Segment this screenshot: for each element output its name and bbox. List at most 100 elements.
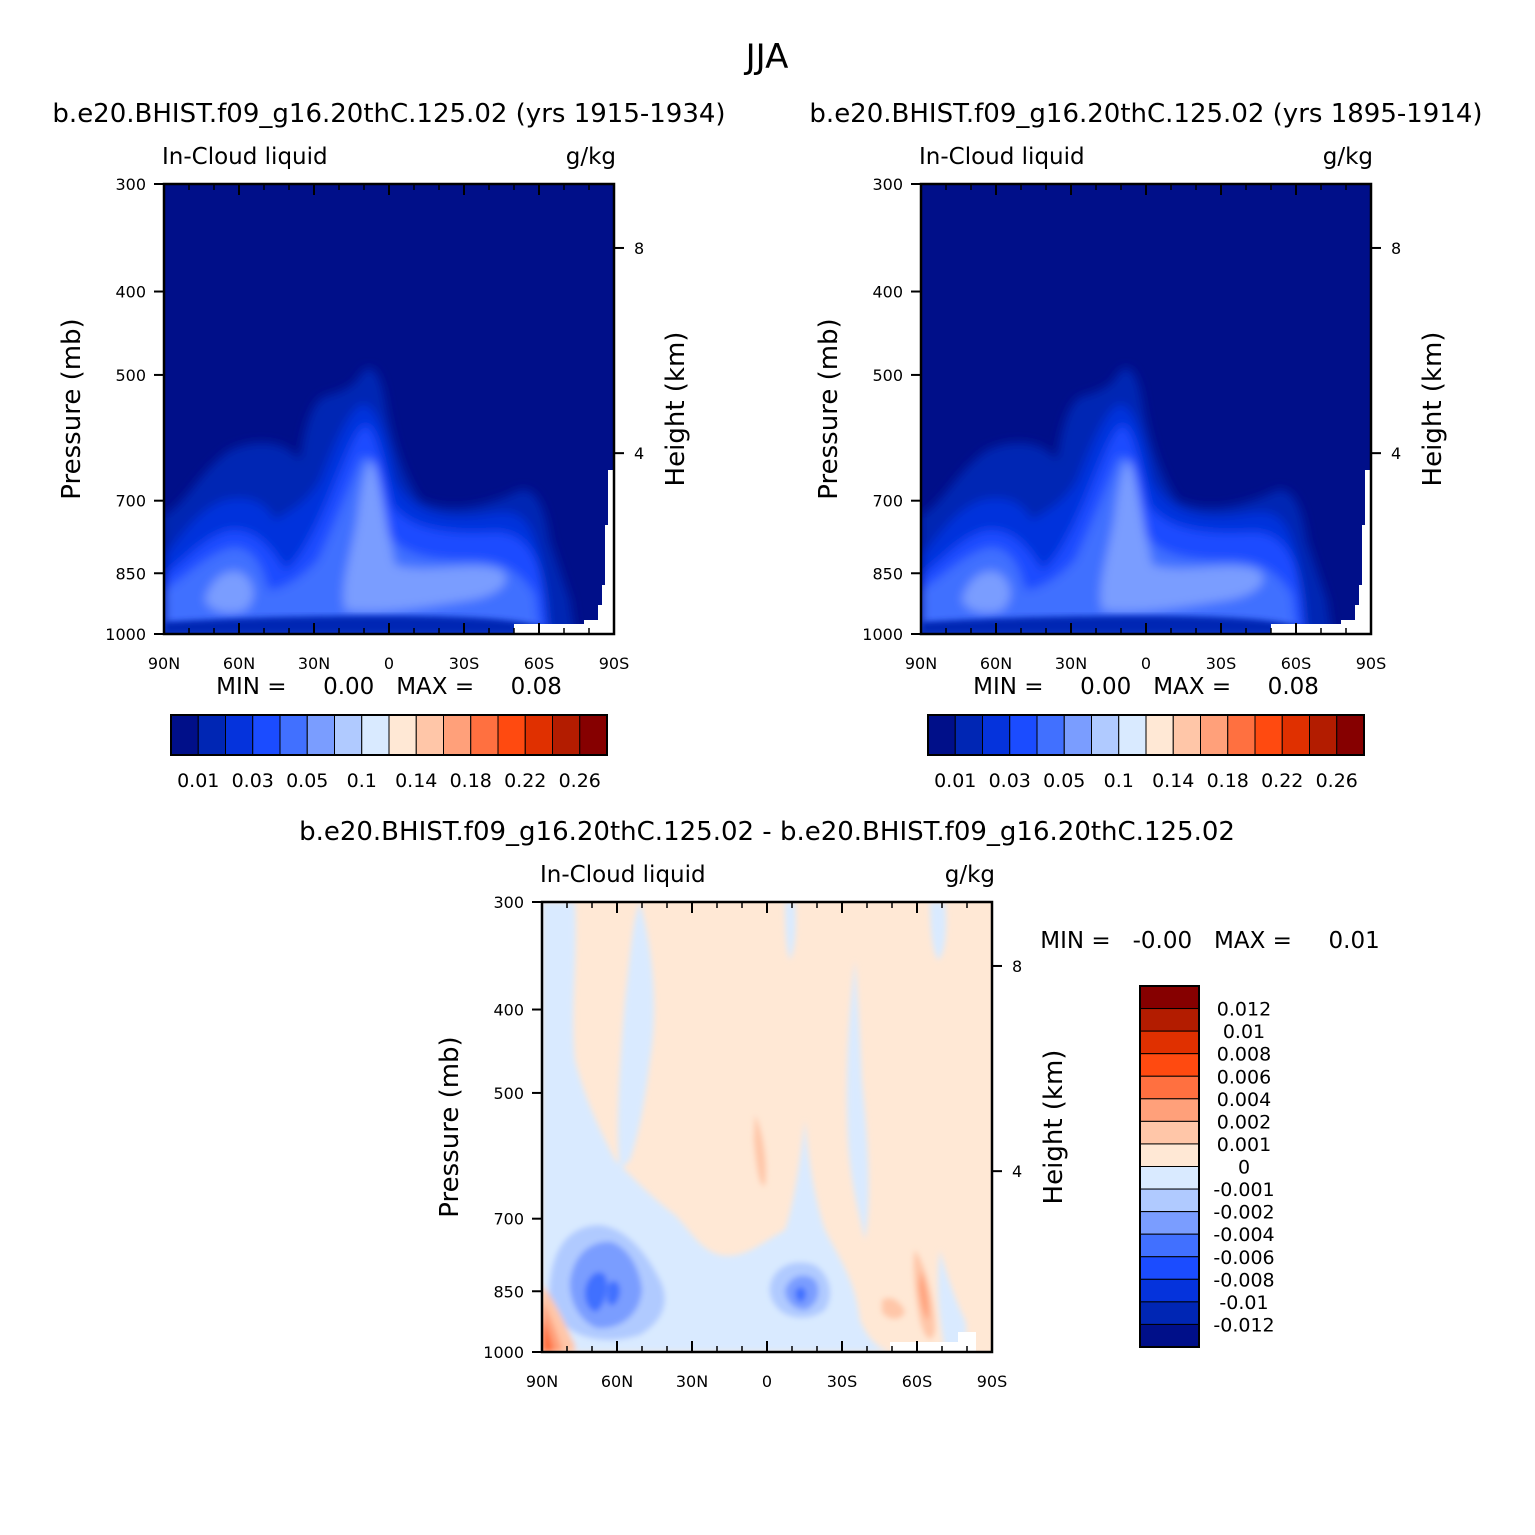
right-tick-label: 4 [1391,444,1401,463]
panel-diff-ylabel: Pressure (mb) [435,1036,465,1217]
x-tick-label: 30S [827,1372,858,1391]
colorbar-label: 0.1 [347,770,377,792]
contour-fill [754,1115,766,1186]
colorbar-box [579,714,608,756]
contour-fill [930,902,947,960]
colorbar-box [1139,1166,1200,1190]
colorbar-label: 0.18 [1207,770,1249,792]
x-tick-label: 30S [449,654,480,673]
colorbar-label: -0.01 [1219,1292,1268,1314]
y-tick-label: 400 [493,1001,524,1020]
panel-diff-variable: In-Cloud liquid [540,862,706,888]
x-tick-label: 0 [1141,654,1151,673]
y-tick-label: 300 [872,175,903,194]
colorbar-label: -0.002 [1213,1202,1274,1224]
panel-right-axes: 90N 60N 30N 0 30S 60S 90S 300 400 500 700 850 1000 8 4 [862,175,1401,673]
right-tick-label: 4 [634,444,644,463]
colorbar-box [415,714,444,756]
x-tick-label: 90N [526,1372,558,1391]
colorbar-label: -0.012 [1213,1314,1274,1336]
x-tick-label: 30S [1206,654,1237,673]
colorbar-frame [170,714,608,756]
x-tick-label: 30N [1055,654,1087,673]
colorbar-box [470,714,499,756]
colorbar-label: 0.012 [1217,999,1271,1021]
contour-fill [607,1280,620,1306]
colorbar-box [1227,714,1256,756]
colorbar-box [1139,1256,1200,1280]
colorbar-label: -0.004 [1213,1224,1274,1246]
y-tick-label: 850 [115,564,146,583]
colorbar-label: 0.03 [232,770,274,792]
y-tick-label: 850 [493,1282,524,1301]
colorbar-frame [1139,985,1200,1348]
colorbar-box [1139,1120,1200,1145]
panel-diff-colorbar: 0.0120.010.0080.0060.0040.0020.0010-0.00… [1139,985,1275,1348]
colorbar-label: 0.006 [1217,1066,1271,1088]
colorbar-box [552,714,581,756]
panel-diff-axes: 90N 60N 30N 0 30S 60S 90S 300 400 500 700 850 1000 8 4 [483,893,1022,1391]
colorbar-box [1139,1053,1200,1077]
panel-left-right-label: Height (km) [661,332,691,487]
x-tick-label: 90S [1356,654,1387,673]
colorbar-box [1139,1323,1200,1348]
colorbar-label: 0.03 [989,770,1031,792]
colorbar-box [1139,985,1200,1010]
colorbar-box [1139,1211,1200,1235]
y-tick-label: 400 [872,283,903,302]
colorbar-box [1139,1075,1200,1100]
figure-title: JJA [744,37,789,77]
panel-right: b.e20.BHIST.f09_g16.20thC.125.02 (yrs 18… [809,99,1482,792]
x-tick-label: 60S [524,654,555,673]
contour-fill [542,1318,554,1352]
contour-fill [962,571,1011,613]
colorbar-box [1139,1098,1200,1122]
panel-right-right-label: Height (km) [1418,332,1448,487]
right-tick-label: 8 [634,239,644,258]
y-tick-label: 300 [115,175,146,194]
x-tick-label: 60N [223,654,255,673]
colorbar-box [927,714,956,756]
contour-fill [343,460,506,612]
contour-fill [1100,460,1263,612]
panel-left-minmax: MIN = 0.00 MAX = 0.08 [216,674,562,700]
x-tick-label: 0 [762,1372,772,1391]
colorbar-box [1091,714,1120,756]
contour-fill [164,615,560,634]
colorbar-box [1139,1008,1200,1032]
colorbar-label: 0.22 [504,770,546,792]
y-tick-label: 400 [115,283,146,302]
contour-fill [919,1270,929,1320]
colorbar-label: 0.008 [1217,1044,1271,1066]
colorbar-box [1139,1278,1200,1303]
colorbar-label: 0.1 [1104,770,1134,792]
colorbar-box [1145,714,1174,756]
colorbar-box [1200,714,1229,756]
panel-right-variable: In-Cloud liquid [919,144,1085,170]
colorbar-box [1139,1143,1200,1167]
colorbar-label: 0.26 [1316,770,1358,792]
panel-diff-contours [542,902,992,1352]
colorbar-box [1063,714,1092,756]
colorbar-label: -0.006 [1213,1247,1274,1269]
colorbar-box [1281,714,1310,756]
colorbar-box [497,714,526,756]
colorbar-box [443,714,472,756]
colorbar-box [1172,714,1201,756]
x-tick-label: 60S [902,1372,933,1391]
panel-left-axes: 90N 60N 30N 0 30S 60S 90S 300 400 500 700 850 1000 8 4 [105,175,644,673]
colorbar-box [225,714,254,756]
colorbar-box [252,714,281,756]
x-tick-label: 0 [384,654,394,673]
right-tick-label: 8 [1391,239,1401,258]
y-tick-label: 700 [872,492,903,511]
contour-fill [795,1287,806,1303]
panel-right-colorbar: 0.01 0.03 0.05 0.1 0.14 0.18 0.22 0.26 [927,714,1365,792]
panel-left: b.e20.BHIST.f09_g16.20thC.125.02 (yrs 19… [52,99,725,792]
x-tick-label: 60N [980,654,1012,673]
x-tick-label: 30N [676,1372,708,1391]
y-tick-label: 1000 [105,625,146,644]
y-tick-label: 300 [493,893,524,912]
contour-fill [846,960,869,1240]
